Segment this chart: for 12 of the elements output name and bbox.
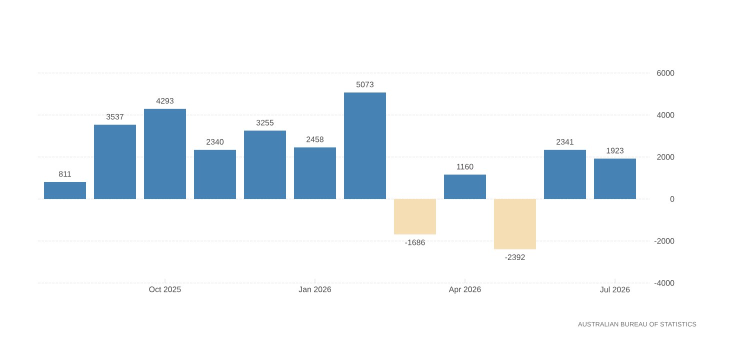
bar bbox=[294, 147, 336, 199]
bar bbox=[144, 108, 186, 199]
bar bbox=[94, 124, 136, 199]
bar bbox=[44, 182, 86, 199]
bar bbox=[444, 174, 486, 199]
bar bbox=[344, 92, 386, 199]
bar bbox=[544, 150, 586, 199]
bar bbox=[194, 150, 236, 199]
bar bbox=[594, 158, 636, 199]
bar bbox=[244, 130, 286, 199]
bar bbox=[394, 199, 436, 234]
bar bbox=[494, 199, 536, 250]
